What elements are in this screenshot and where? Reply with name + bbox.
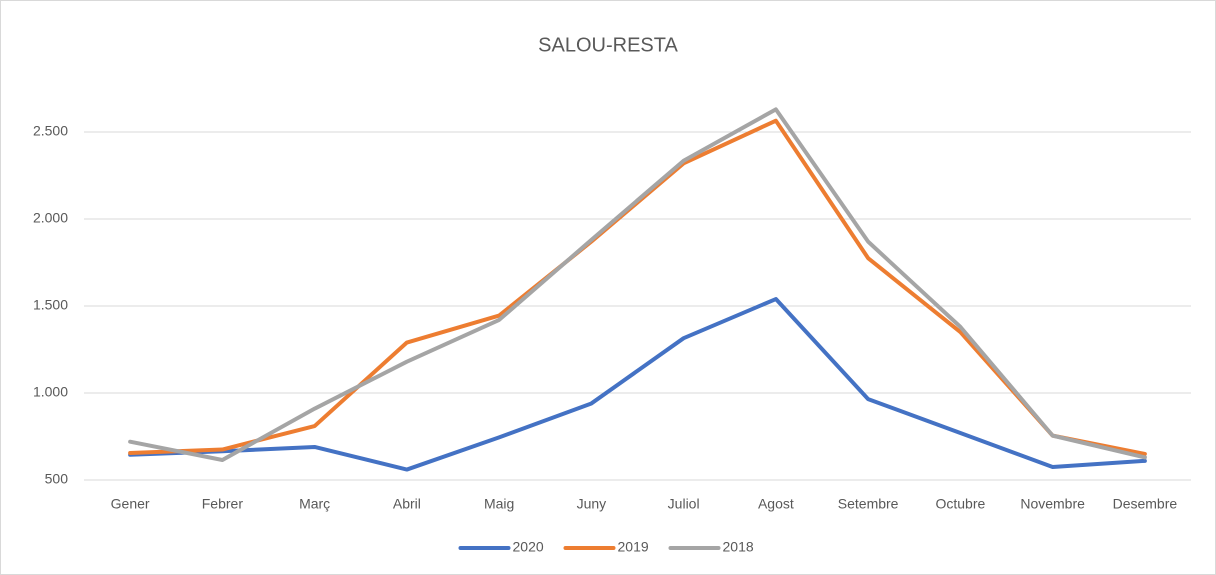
x-tick-label: Abril xyxy=(393,496,421,512)
y-tick-label: 1.000 xyxy=(33,384,68,400)
x-tick-label: Agost xyxy=(758,496,794,512)
series-line xyxy=(128,107,1147,462)
x-tick-label: Març xyxy=(299,496,330,512)
y-tick-label: 2.000 xyxy=(33,210,68,226)
x-tick-label: Maig xyxy=(484,496,514,512)
legend-label: 2020 xyxy=(513,539,544,555)
y-tick-label: 1.500 xyxy=(33,297,68,313)
legend-label: 2018 xyxy=(723,539,754,555)
x-tick-label: Juny xyxy=(577,496,607,512)
y-tick-label: 2.500 xyxy=(33,123,68,139)
x-tick-label: Febrer xyxy=(202,496,244,512)
chart-title: SALOU-RESTA xyxy=(538,34,678,56)
legend-label: 2019 xyxy=(618,539,649,555)
x-tick-label: Octubre xyxy=(935,496,985,512)
series-line xyxy=(128,297,1147,472)
x-tick-label: Novembre xyxy=(1020,496,1085,512)
x-tick-label: Setembre xyxy=(838,496,899,512)
x-tick-label: Juliol xyxy=(668,496,700,512)
x-tick-label: Desembre xyxy=(1113,496,1178,512)
x-tick-label: Gener xyxy=(111,496,150,512)
y-tick-label: 500 xyxy=(45,471,69,487)
